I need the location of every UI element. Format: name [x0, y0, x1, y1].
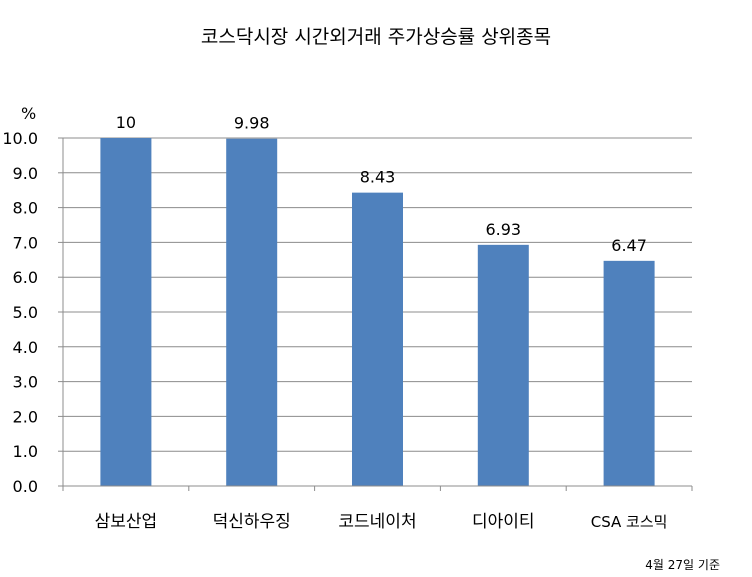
y-tick-label: 8.0	[13, 199, 38, 218]
bar	[477, 244, 529, 486]
category-label: 코드네이처	[338, 512, 416, 532]
data-label: 8.43	[360, 168, 396, 187]
data-label: 10	[116, 113, 136, 132]
data-label: 9.98	[234, 114, 270, 133]
date-note: 4월 27일 기준	[645, 558, 720, 572]
y-axis-unit-label: %	[21, 104, 37, 123]
chart-title: 코스닥시장 시간외거래 주가상승률 상위종목	[200, 26, 552, 48]
labels: 0.0 1.0 2.0 3.0 4.0 5.0 6.0 7.0 8.0 9.0 10.0 10 삼보산업…	[2, 113, 667, 532]
y-tick-label: 7.0	[13, 233, 38, 252]
data-label: 6.47	[611, 236, 647, 255]
y-tick-label: 3.0	[13, 373, 38, 392]
y-tick-label: 0.0	[13, 477, 38, 496]
y-tick-label: 1.0	[13, 442, 38, 461]
y-tick-label: 6.0	[13, 268, 38, 287]
y-tick-label: 4.0	[13, 338, 38, 357]
y-tick-label: 10.0	[2, 129, 38, 148]
y-tick-label: 5.0	[13, 303, 38, 322]
data-label: 6.93	[485, 220, 521, 239]
bar	[226, 138, 278, 487]
y-tick-label: 2.0	[13, 407, 38, 426]
bar	[603, 260, 655, 486]
bar	[352, 192, 403, 487]
category-label: CSA 코스믹	[591, 513, 668, 531]
category-label: 디아이티	[472, 512, 535, 532]
bars	[100, 138, 655, 487]
y-tick-label: 9.0	[13, 164, 38, 183]
category-label: 삼보산업	[95, 512, 158, 532]
axes	[58, 137, 693, 491]
bar	[100, 138, 152, 486]
category-label: 덕신하우징	[213, 512, 291, 532]
